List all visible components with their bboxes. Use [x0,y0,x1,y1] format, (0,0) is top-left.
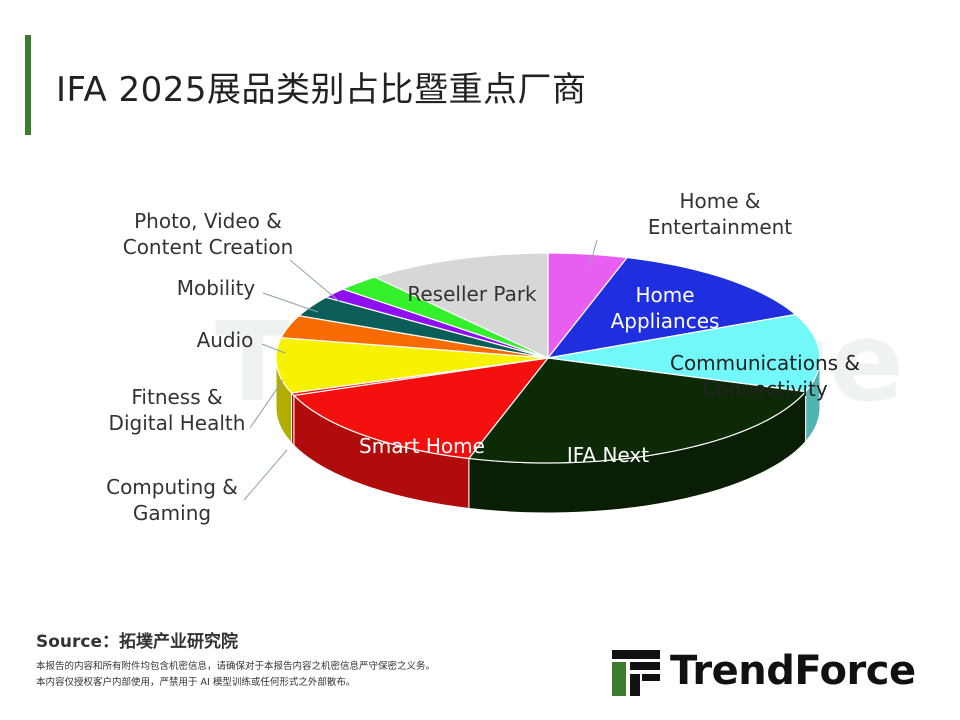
pie-slice [547,313,821,393]
pie-slice [297,296,549,359]
leader-line [243,449,288,501]
trendforce-logo: TrendForce [612,648,932,696]
title-accent-bar [25,35,31,135]
slice-label: Home & Entertainment [648,189,792,239]
leader-line [589,239,598,266]
slice-label: Smart Home [359,434,485,458]
slice-label: Communications & Connectivity [670,351,860,401]
slice-label: IFA Next [567,443,649,467]
slice-label: Audio [197,328,254,352]
slice-label: Photo, Video & Content Creation [123,209,294,259]
source-note: Source：拓墣产业研究院 [36,632,239,652]
leader-line [249,379,284,429]
page-title: IFA 2025展品类别占比暨重点厂商 [56,70,587,110]
pie-slice [280,315,549,359]
pie-slice [372,252,549,359]
pie-chart-svg: TrendForce Home &EntertainmentHomeApplia… [106,189,904,525]
leader-line [261,343,286,354]
slice-label: Reseller Park [407,282,537,306]
disclaimer-line-2: 本内容仅授权客户内部使用，严禁用于 AI 模型训练或任何形式之外部散布。 [36,677,356,688]
trendforce-logo-icon [612,650,660,696]
slice-label: Home Appliances [611,283,720,333]
leader-line [289,259,341,303]
disclaimer-line-1: 本报告的内容和所有附件均包含机密信息，请确保对于本报告内容之机密信息严守保密之义… [36,661,436,672]
pie-slice [275,337,549,394]
slice-label: Mobility [177,276,256,300]
pie-slice [547,252,629,360]
trendforce-logo-text: TrendForce [670,648,916,694]
leader-line [262,292,319,313]
pie-chart: TrendForce Home &EntertainmentHomeApplia… [0,150,960,620]
pie-slice [292,357,550,460]
slice-label: Fitness & Digital Health [109,385,246,435]
pie-slice [467,357,807,464]
pie-slice [341,276,549,359]
pie-slice [546,256,797,359]
slice-label: Computing & Gaming [106,475,238,525]
